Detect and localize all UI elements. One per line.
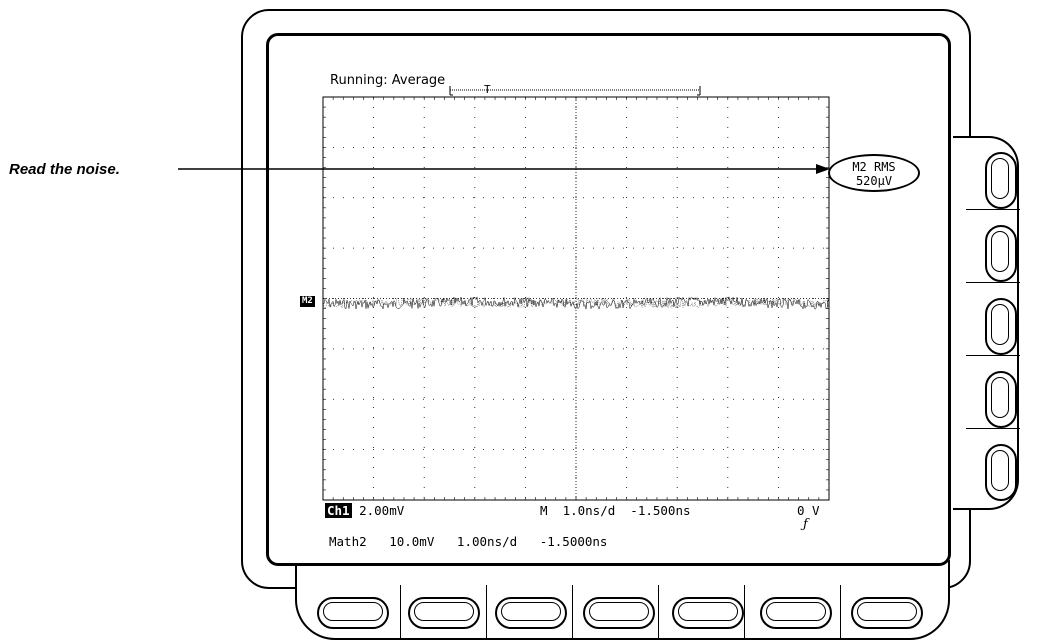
side-divider [966,282,1020,283]
bottom-menu-button-3[interactable] [495,597,567,629]
math-readout: Math2 10.0mV 1.00ns/d -1.5000ns [329,534,608,549]
measurement-readout: M2 RMS 520µV [828,154,920,192]
channel-readout: Ch1 2.00mV [325,503,404,518]
rising-edge-icon: ƒ [803,517,808,532]
side-menu-button-3[interactable] [985,298,1017,355]
side-divider [966,428,1020,429]
acquisition-status: Running: Average [330,73,446,88]
measurement-name: M2 RMS [852,160,896,174]
side-menu-button-2[interactable] [985,225,1017,282]
bottom-menu-button-6[interactable] [760,597,832,629]
side-menu-button-1[interactable] [985,152,1017,209]
bottom-divider [658,585,659,640]
ch1-scale: 2.00mV [351,503,405,518]
side-divider [966,209,1020,210]
side-menu-button-4[interactable] [985,371,1017,428]
trigger-position-bar: T [449,85,701,96]
noise-trace [322,295,830,310]
bottom-divider [486,585,487,640]
timebase-readout: M 1.0ns/d -1.500ns [540,503,691,518]
bottom-menu-button-7[interactable] [851,597,923,629]
trigger-level: 0 V [797,503,820,518]
display-screen [266,33,951,566]
bottom-menu-button-5[interactable] [672,597,744,629]
bottom-divider [744,585,745,640]
bottom-menu-button-4[interactable] [583,597,655,629]
graticule [322,96,830,501]
ch1-badge: Ch1 [325,503,352,518]
side-divider [966,355,1020,356]
waveform-marker: M2 [300,296,315,307]
bottom-divider [572,585,573,640]
bottom-divider [840,585,841,640]
measurement-value: 520µV [855,174,893,188]
bottom-menu-button-1[interactable] [317,597,389,629]
bottom-divider [400,585,401,640]
bottom-menu-button-2[interactable] [408,597,480,629]
side-menu-button-5[interactable] [985,444,1017,501]
noise-trace [322,297,830,309]
trigger-marker: T [484,85,491,96]
annotation-text: Read the noise. [9,161,120,178]
